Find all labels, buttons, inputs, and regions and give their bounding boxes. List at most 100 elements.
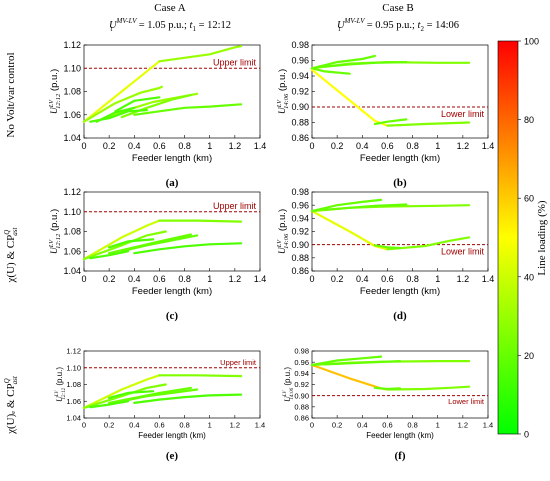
x-tick-label: 1 bbox=[436, 421, 440, 430]
y-tick-label: 0.86 bbox=[291, 266, 309, 276]
colorbar-ticks: 0 20 40 60 80 100 bbox=[518, 37, 539, 440]
feeder-line-6 bbox=[133, 393, 243, 404]
y-tick-label: 1.08 bbox=[66, 380, 81, 389]
feeder-line-1 bbox=[82, 374, 161, 409]
panel-c: 0 0.2 0.4 0.6 0.8 1 1.2 1.4 1.04 1.06 1.08 1.10 1.12… bbox=[48, 187, 266, 322]
feeder-line-4 bbox=[310, 54, 376, 70]
y-tick-label: 0.98 bbox=[291, 40, 309, 50]
x-tick-label: 1 bbox=[207, 141, 212, 151]
feeder-line-2 bbox=[386, 385, 471, 391]
column-b-conditions: UMV-LV t = 0.95 p.u.; t2 = 14:06 bbox=[337, 17, 459, 33]
x-tick-label: 0.2 bbox=[331, 141, 344, 151]
x-tick-label: 0.6 bbox=[382, 421, 392, 430]
x-tick-label: 1.4 bbox=[254, 141, 267, 151]
x-tick-label: 1.2 bbox=[229, 274, 242, 284]
y-axis-label: ULV12:12 (p.u.) bbox=[48, 209, 62, 254]
colorbar-tick-label: 100 bbox=[524, 37, 539, 47]
condition-text: UMV-LV t = 0.95 p.u.; t2 = 14:06 bbox=[337, 17, 459, 33]
y-tick-label: 1.10 bbox=[63, 207, 81, 217]
y-axis-label: ULV14:06 (p.u.) bbox=[276, 209, 290, 254]
feeder-line-5 bbox=[323, 203, 408, 211]
y-tick-label: 0.92 bbox=[291, 227, 309, 237]
feeder-line-6 bbox=[133, 242, 243, 255]
x-tick-label: 0.2 bbox=[331, 274, 344, 284]
x-tick-label: 1.4 bbox=[482, 141, 495, 151]
colorbar: 0 20 40 60 80 100 Line loading (%) bbox=[497, 37, 548, 440]
y-tick-label: 0.92 bbox=[294, 380, 309, 389]
y-tick-label: 0.88 bbox=[294, 402, 309, 411]
column-a-conditions: UMV-LV t = 1.05 p.u.; t1 = 12:12 bbox=[109, 17, 231, 33]
y-axis-label: ULV14:06 (p.u.) bbox=[276, 69, 290, 114]
y-tick-label: 0.98 bbox=[291, 187, 309, 197]
feeder-line-1 bbox=[82, 219, 161, 261]
limit-label: Upper limit bbox=[213, 57, 257, 67]
y-tick-label: 0.92 bbox=[291, 87, 309, 97]
feeder-line-6 bbox=[133, 103, 243, 116]
panel-label: (a) bbox=[166, 177, 179, 189]
x-axis-label: Feeder length (km) bbox=[132, 153, 212, 164]
feeder-line-4 bbox=[310, 198, 383, 213]
x-tick-label: 0.4 bbox=[128, 274, 141, 284]
x-tick-label: 0.6 bbox=[153, 274, 166, 284]
x-tick-label: 1.4 bbox=[255, 421, 265, 430]
limit-label: Lower limit bbox=[448, 397, 485, 406]
x-tick-label: 0.8 bbox=[407, 421, 417, 430]
x-tick-label: 1 bbox=[435, 141, 440, 151]
column-b-title: Case B bbox=[382, 2, 413, 14]
y-tick-label: 0.96 bbox=[291, 56, 309, 66]
x-tick-label: 1.2 bbox=[458, 421, 468, 430]
feeder-line-5 bbox=[323, 60, 408, 68]
y-tick-label: 1.06 bbox=[66, 397, 81, 406]
feeder-line-2 bbox=[386, 121, 471, 127]
x-tick-label: 1.4 bbox=[482, 274, 495, 284]
y-axis-label: ULV12:12 (p.u.) bbox=[48, 69, 62, 114]
colorbar-tick-label: 80 bbox=[524, 115, 534, 125]
x-tick-label: 0 bbox=[309, 274, 314, 284]
limit-label: Upper limit bbox=[213, 201, 257, 211]
y-tick-label: 1.06 bbox=[63, 110, 81, 120]
x-axis-label: Feeder length (km) bbox=[360, 286, 440, 297]
y-tick-label: 0.96 bbox=[291, 200, 309, 210]
y-tick-label: 0.86 bbox=[291, 133, 309, 143]
panel-label: (e) bbox=[166, 450, 179, 462]
feeder-line-2 bbox=[158, 45, 243, 63]
feeder-line-2 bbox=[158, 374, 243, 378]
panel-b: 0 0.2 0.4 0.6 0.8 1 1.2 1.4 0.86 0.88 0.90 0.92 0.94… bbox=[276, 40, 494, 189]
column-a-title: Case A bbox=[154, 2, 186, 14]
y-tick-label: 0.90 bbox=[291, 240, 309, 250]
x-tick-label: 0.8 bbox=[179, 421, 189, 430]
row-label-1: No Volt/var control bbox=[5, 52, 17, 137]
x-tick-label: 1.4 bbox=[483, 421, 493, 430]
x-tick-label: 0.4 bbox=[356, 141, 369, 151]
y-tick-label: 0.94 bbox=[291, 213, 309, 223]
x-tick-label: 0.6 bbox=[154, 421, 164, 430]
x-tick-label: 1.4 bbox=[254, 274, 267, 284]
y-tick-label: 0.86 bbox=[294, 414, 309, 423]
feeder-line-4 bbox=[310, 355, 383, 367]
limit-label: Lower limit bbox=[441, 247, 485, 257]
x-tick-label: 0 bbox=[82, 421, 86, 430]
y-tick-label: 1.06 bbox=[63, 246, 81, 256]
y-tick-label: 1.10 bbox=[66, 363, 81, 372]
y-tick-label: 1.08 bbox=[63, 87, 81, 97]
panel-d: 0 0.2 0.4 0.6 0.8 1 1.2 1.4 0.86 0.88 0.90 0.92 0.94… bbox=[276, 187, 494, 322]
feeder-line-9 bbox=[114, 96, 161, 113]
feeder-line-7 bbox=[89, 250, 130, 260]
x-axis-label: Feeder length (km) bbox=[138, 431, 206, 440]
x-tick-label: 0.8 bbox=[406, 274, 419, 284]
x-tick-label: 1 bbox=[207, 274, 212, 284]
x-tick-label: 0 bbox=[310, 421, 314, 430]
row-label-3: χ(U)ₑ & CPQast bbox=[3, 375, 19, 435]
colorbar-tick-label: 0 bbox=[524, 430, 529, 440]
feeder-line-7 bbox=[89, 400, 130, 409]
feeder-line-6 bbox=[373, 386, 402, 391]
y-tick-label: 0.94 bbox=[294, 369, 309, 378]
panel-label: (b) bbox=[393, 177, 407, 189]
y-tick-label: 0.88 bbox=[291, 253, 309, 263]
x-tick-label: 1.2 bbox=[229, 141, 242, 151]
x-tick-label: 1 bbox=[435, 274, 440, 284]
feeder-line-6 bbox=[310, 67, 351, 75]
x-tick-label: 0.4 bbox=[357, 421, 367, 430]
x-tick-label: 0.2 bbox=[104, 421, 114, 430]
